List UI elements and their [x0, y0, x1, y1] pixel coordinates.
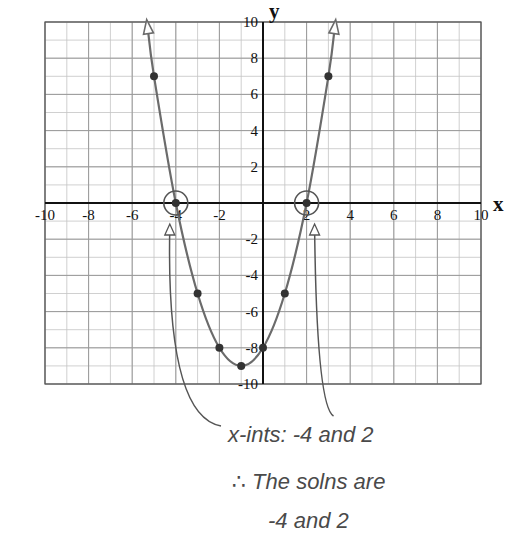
- y-tick-label: 4: [251, 123, 259, 139]
- point: [215, 344, 223, 352]
- y-tick-label: -8: [246, 340, 259, 356]
- intercept-circle: [164, 191, 188, 215]
- point: [150, 72, 158, 80]
- chart: -10-8-6-4-2246810-10-8-6-4-2246810xyx-in…: [0, 0, 532, 552]
- y-tick-label: -6: [246, 304, 259, 320]
- plot-frame: [45, 22, 481, 384]
- point: [303, 199, 311, 207]
- point: [194, 290, 202, 298]
- x-tick-label: -2: [213, 207, 226, 223]
- curve: [147, 26, 334, 366]
- x-tick-label: -10: [35, 207, 55, 223]
- y-tick-label: 2: [251, 159, 259, 175]
- intercept-circle: [295, 191, 319, 215]
- y-axis-title: y: [269, 0, 280, 23]
- grid-line-minor: [263, 22, 264, 384]
- point: [324, 72, 332, 80]
- x-tick-label: 6: [390, 207, 398, 223]
- x-tick-label: -8: [82, 207, 95, 223]
- annotation-arrow: [315, 227, 334, 416]
- x-axis-title: x: [493, 192, 504, 216]
- annotation-arrowhead: [310, 224, 320, 235]
- point: [172, 199, 180, 207]
- arrowhead: [144, 20, 154, 35]
- x-tick-label: 4: [346, 207, 354, 223]
- annotation: ∴ The solns are: [232, 469, 385, 494]
- point: [259, 344, 267, 352]
- x-tick-label: 10: [474, 207, 489, 223]
- y-tick-label: -4: [246, 267, 259, 283]
- y-tick-label: 8: [251, 50, 259, 66]
- y-tick-label: 6: [251, 86, 259, 102]
- annotation-arrowhead: [165, 224, 175, 235]
- y-tick-label: -10: [238, 376, 258, 392]
- y-tick-label: 10: [243, 14, 258, 30]
- annotation: -4 and 2: [268, 508, 349, 533]
- annotation: x-ints: -4 and 2: [227, 422, 374, 447]
- y-axis: [262, 22, 264, 384]
- minor-grid: [45, 22, 481, 384]
- point: [281, 290, 289, 298]
- plot-area: [147, 26, 334, 370]
- y-tick-label: -2: [246, 231, 259, 247]
- arrowhead: [329, 20, 339, 35]
- x-tick-label: 8: [434, 207, 442, 223]
- point: [237, 362, 245, 370]
- x-tick-label: -6: [126, 207, 139, 223]
- annotation-arrow: [170, 227, 221, 426]
